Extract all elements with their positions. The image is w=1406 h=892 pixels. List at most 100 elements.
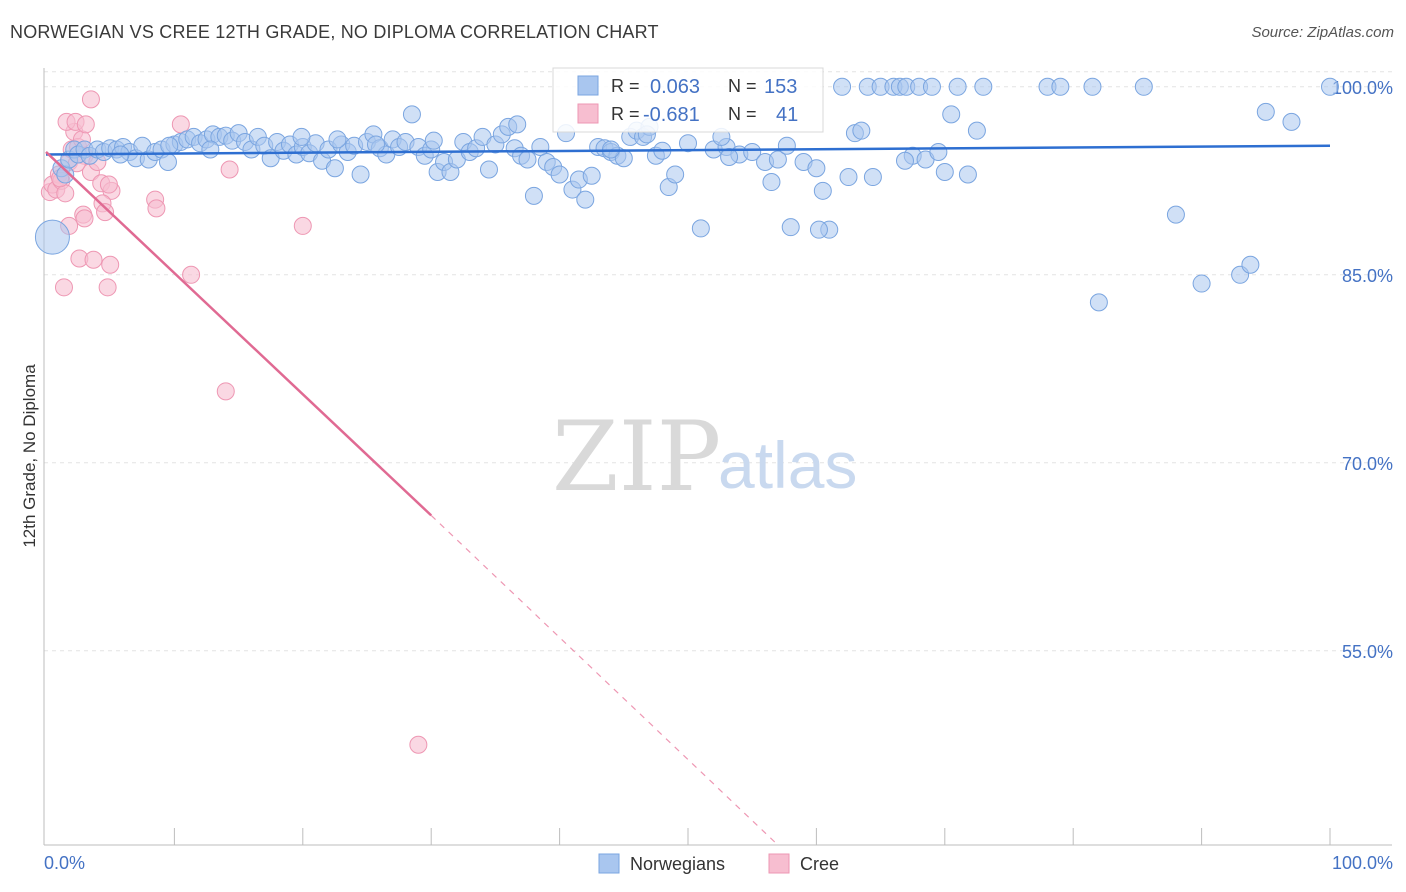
y-tick-label: 85.0% [1342, 266, 1393, 286]
norwegian-point [508, 115, 527, 134]
norwegian-point [743, 142, 762, 161]
cree-point [216, 382, 235, 401]
cree-point [147, 199, 166, 218]
legend-swatch-norwegians [577, 75, 599, 96]
norwegian-point [967, 121, 986, 140]
cree-point [182, 265, 201, 284]
legend-r-value-2: -0.681 [643, 104, 700, 126]
legend-n-value-2: 41 [776, 104, 798, 126]
cree-point [98, 278, 117, 297]
norwegian-point [328, 130, 347, 149]
bottom-legend-norwegians: Norwegians [630, 854, 725, 874]
cree-point [293, 216, 312, 235]
norwegian-point [974, 77, 993, 96]
norwegian-point [762, 173, 781, 192]
norwegian-point [351, 165, 370, 184]
trend-lines [45, 144, 1331, 846]
legend-n-value-1: 153 [764, 76, 797, 98]
cree-trend-line [45, 151, 433, 517]
norwegian-point [777, 136, 796, 155]
norwegian-point [550, 165, 569, 184]
series-legend: Norwegians Cree [598, 853, 839, 874]
cree-point [101, 255, 120, 274]
chart-title: NORWEGIAN VS CREE 12TH GRADE, NO DIPLOMA… [10, 22, 659, 42]
norwegians-trend-line [45, 144, 1331, 156]
y-tick-label: 55.0% [1342, 642, 1393, 662]
norwegian-point [201, 140, 220, 159]
watermark: ZIP atlas [552, 401, 857, 513]
bottom-legend-swatch-cree [768, 853, 790, 874]
norwegian-point [833, 77, 852, 96]
watermark-atlas: atlas [718, 428, 857, 502]
cree-point [81, 90, 100, 109]
norwegian-point [942, 105, 961, 124]
y-tick-label: 100.0% [1332, 78, 1393, 98]
norwegian-point [691, 219, 710, 238]
x-tick-label-min: 0.0% [44, 853, 85, 873]
norwegian-point [366, 135, 385, 154]
cree-point [56, 184, 75, 203]
legend-n-label-2: N = [728, 104, 757, 124]
norwegian-point [292, 127, 311, 146]
bottom-legend-swatch-norwegians [598, 853, 620, 874]
norwegian-point [1321, 77, 1339, 96]
norwegian-point [531, 137, 550, 156]
norwegian-point [518, 150, 537, 169]
norwegian-point [895, 151, 914, 170]
bottom-legend-cree: Cree [800, 854, 839, 874]
norwegian-point [922, 77, 941, 96]
norwegian-point [1051, 77, 1070, 96]
norwegian-point [158, 152, 177, 171]
norwegian-point [807, 159, 826, 178]
norwegian-point [679, 134, 697, 153]
x-tick-label-max: 100.0% [1332, 853, 1393, 873]
legend-r-label-2: R = [611, 104, 640, 124]
norwegian-point [929, 142, 948, 161]
norwegian-point [582, 166, 601, 185]
norwegian-point [1256, 102, 1275, 121]
y-axis-label: 12th Grade, No Diploma [20, 364, 39, 548]
norwegian-point [424, 131, 443, 150]
legend-n-label-1: N = [728, 76, 757, 96]
norwegian-point [666, 165, 685, 184]
cree-point [409, 735, 428, 754]
norwegian-point [160, 136, 179, 155]
norwegian-point [576, 190, 595, 209]
norwegian-point [768, 150, 787, 169]
norwegian-point [863, 168, 882, 187]
y-tick-label: 70.0% [1342, 454, 1393, 474]
x-axis-ticks [173, 828, 1331, 845]
norwegian-point [1166, 205, 1185, 224]
source-label: Source: ZipAtlas.com [1251, 24, 1394, 41]
norwegian-point [948, 77, 967, 96]
norwegian-point [325, 159, 344, 178]
norwegian-point [479, 160, 498, 179]
cree-trend-extension [430, 514, 779, 846]
cree-point [75, 209, 94, 228]
cree-point [99, 175, 118, 194]
cree-point [171, 115, 190, 134]
norwegian-point [1192, 274, 1211, 293]
legend-r-value-1: 0.063 [650, 76, 700, 98]
norwegian-point [958, 165, 977, 184]
cree-series [40, 90, 428, 754]
norwegian-point [34, 219, 70, 255]
norwegian-point [524, 186, 543, 205]
norwegian-point [1241, 255, 1260, 274]
norwegian-point [720, 147, 739, 166]
stats-legend: R = 0.063 N = 153 R = -0.681 N = 41 [552, 67, 824, 133]
legend-swatch-cree [577, 103, 599, 124]
norwegian-point [402, 105, 421, 124]
cree-point [84, 250, 103, 269]
norwegian-point [852, 121, 871, 140]
y-tick-labels: 55.0% 70.0% 85.0% 100.0% [1332, 78, 1393, 662]
gridlines [44, 71, 1392, 652]
cree-point [96, 203, 115, 222]
norwegian-point [1089, 293, 1108, 312]
norwegian-point [809, 220, 828, 239]
legend-r-label-1: R = [611, 76, 640, 96]
cree-point [76, 115, 95, 134]
cree-point [220, 160, 239, 179]
norwegian-point [781, 218, 800, 237]
